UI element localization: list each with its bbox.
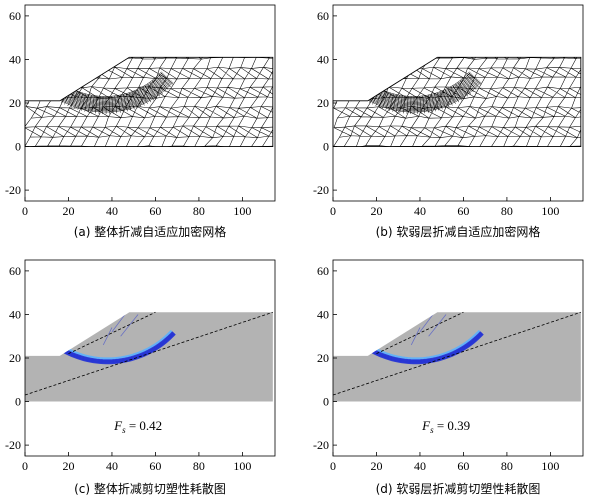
x-tick-label: 40 — [414, 459, 426, 473]
y-tick-label: 20 — [9, 351, 21, 365]
dashed-reference-lines — [24, 311, 273, 396]
y-tick-label: -20 — [5, 183, 21, 197]
slope-body — [333, 57, 581, 147]
y-tick-label: 60 — [317, 9, 329, 23]
x-tick-label: 40 — [106, 459, 118, 473]
y-tick-label: 40 — [317, 307, 329, 321]
x-tick-label: 40 — [414, 204, 426, 218]
y-tick-label: 0 — [323, 395, 329, 409]
y-tick-label: 20 — [317, 96, 329, 110]
safety-factor-label: Fs = 0.42 — [113, 418, 162, 435]
x-tick-label: 80 — [193, 459, 205, 473]
dashed-reference-lines — [332, 311, 581, 396]
y-tick-label: 60 — [317, 264, 329, 278]
y-tick-label: 60 — [9, 9, 21, 23]
x-tick-label: 100 — [233, 459, 251, 473]
y-tick-label: 20 — [317, 351, 329, 365]
panel-caption: (d) 软弱层折减剪切塑性耗散图 — [376, 481, 541, 496]
x-tick-label: 20 — [62, 204, 74, 218]
x-tick-label: 20 — [370, 459, 382, 473]
y-tick-label: 0 — [15, 395, 21, 409]
y-tick-label: -20 — [313, 183, 329, 197]
y-tick-label: 0 — [323, 140, 329, 154]
y-tick-label: 0 — [15, 140, 21, 154]
x-tick-label: 80 — [501, 204, 513, 218]
panel-caption: (c) 整体折减剪切塑性耗散图 — [74, 481, 226, 496]
x-tick-label: 0 — [330, 204, 336, 218]
x-tick-label: 100 — [233, 204, 251, 218]
y-tick-label: 60 — [9, 264, 21, 278]
y-tick-label: -20 — [5, 438, 21, 452]
panel-caption: (b) 软弱层折减自适应加密网格 — [376, 224, 541, 239]
slope-body — [25, 312, 273, 402]
x-tick-label: 60 — [149, 204, 161, 218]
y-tick-label: 40 — [9, 307, 21, 321]
x-tick-label: 20 — [370, 204, 382, 218]
x-tick-label: 60 — [457, 459, 469, 473]
panel-caption: (a) 整体折减自适应加密网格 — [74, 224, 227, 239]
y-tick-label: -20 — [313, 438, 329, 452]
x-tick-label: 100 — [541, 204, 559, 218]
x-tick-label: 0 — [330, 459, 336, 473]
x-tick-label: 40 — [106, 204, 118, 218]
y-tick-label: 40 — [9, 52, 21, 66]
x-tick-label: 0 — [22, 204, 28, 218]
x-tick-label: 100 — [541, 459, 559, 473]
safety-factor-label: Fs = 0.39 — [421, 418, 470, 435]
y-tick-label: 20 — [9, 96, 21, 110]
x-tick-label: 80 — [501, 459, 513, 473]
x-tick-label: 60 — [149, 459, 161, 473]
x-tick-label: 0 — [22, 459, 28, 473]
slope-body — [333, 312, 581, 402]
x-tick-label: 60 — [457, 204, 469, 218]
x-tick-label: 20 — [62, 459, 74, 473]
x-tick-label: 80 — [193, 204, 205, 218]
slope-body — [25, 57, 273, 147]
y-tick-label: 40 — [317, 52, 329, 66]
